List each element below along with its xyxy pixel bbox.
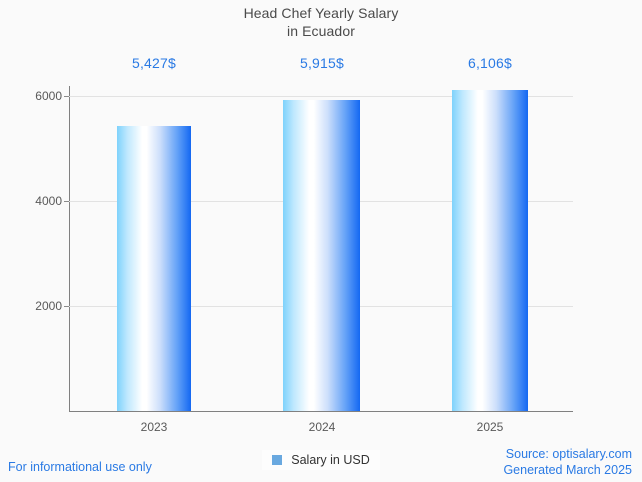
x-axis-label-2024: 2024	[308, 420, 336, 434]
tickmark-4000	[64, 201, 69, 202]
legend-swatch-icon	[272, 455, 283, 465]
bar-value-2023: 5,427$	[131, 55, 177, 71]
x-axis-label-2025: 2025	[476, 420, 504, 434]
footer-generated: Generated March 2025	[503, 463, 632, 477]
legend-item-label: Salary in USD	[291, 453, 370, 467]
bar-2025[interactable]	[452, 90, 528, 411]
bar-2023[interactable]	[117, 126, 191, 411]
tickmark-2000	[64, 306, 69, 307]
bar-value-2024: 5,915$	[299, 55, 345, 71]
plot-area	[64, 86, 573, 411]
bar-2024[interactable]	[283, 100, 360, 411]
footer-source-block: Source: optisalary.com Generated March 2…	[503, 446, 632, 478]
chart-title: Head Chef Yearly Salary in Ecuador	[0, 4, 642, 40]
x-axis-label-2023: 2023	[140, 420, 168, 434]
tickmark-6000	[64, 96, 69, 97]
x-axis-line	[69, 411, 573, 412]
y-axis-line	[69, 86, 70, 412]
chart-subtitle: in Ecuador	[287, 23, 355, 39]
chart-title-line1: Head Chef Yearly Salary	[243, 5, 399, 21]
y-axis-label-6000: 6000	[35, 89, 62, 103]
footer-source: Source: optisalary.com	[505, 447, 632, 461]
legend-item-salary-in-usd[interactable]: Salary in USD	[262, 450, 380, 470]
y-axis-label-4000: 4000	[35, 194, 62, 208]
chart-legend: Salary in USD	[0, 450, 642, 470]
bar-value-2025: 6,106$	[467, 55, 513, 71]
gridline-6000	[69, 96, 573, 97]
y-axis-label-2000: 2000	[35, 299, 62, 313]
footer-disclaimer: For informational use only	[8, 460, 152, 474]
